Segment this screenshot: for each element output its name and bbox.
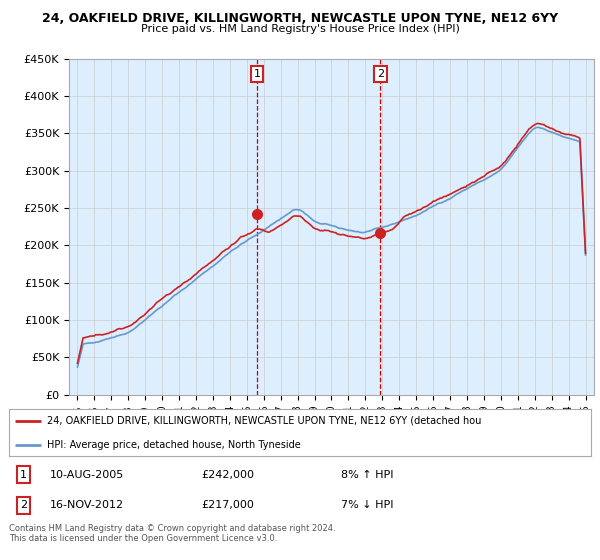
- Text: Price paid vs. HM Land Registry's House Price Index (HPI): Price paid vs. HM Land Registry's House …: [140, 24, 460, 34]
- Text: £217,000: £217,000: [201, 501, 254, 510]
- Text: 16-NOV-2012: 16-NOV-2012: [50, 501, 124, 510]
- Text: 24, OAKFIELD DRIVE, KILLINGWORTH, NEWCASTLE UPON TYNE, NE12 6YY (detached hou: 24, OAKFIELD DRIVE, KILLINGWORTH, NEWCAS…: [47, 416, 481, 426]
- Text: 24, OAKFIELD DRIVE, KILLINGWORTH, NEWCASTLE UPON TYNE, NE12 6YY: 24, OAKFIELD DRIVE, KILLINGWORTH, NEWCAS…: [42, 12, 558, 25]
- Text: Contains HM Land Registry data © Crown copyright and database right 2024.
This d: Contains HM Land Registry data © Crown c…: [9, 524, 335, 543]
- Text: 2: 2: [377, 69, 384, 79]
- Text: HPI: Average price, detached house, North Tyneside: HPI: Average price, detached house, Nort…: [47, 440, 301, 450]
- Text: 8% ↑ HPI: 8% ↑ HPI: [341, 470, 393, 479]
- Text: 1: 1: [20, 470, 27, 479]
- Text: 10-AUG-2005: 10-AUG-2005: [50, 470, 124, 479]
- Text: £242,000: £242,000: [201, 470, 254, 479]
- Text: 1: 1: [253, 69, 260, 79]
- Text: 2: 2: [20, 501, 27, 510]
- Text: 7% ↓ HPI: 7% ↓ HPI: [341, 501, 393, 510]
